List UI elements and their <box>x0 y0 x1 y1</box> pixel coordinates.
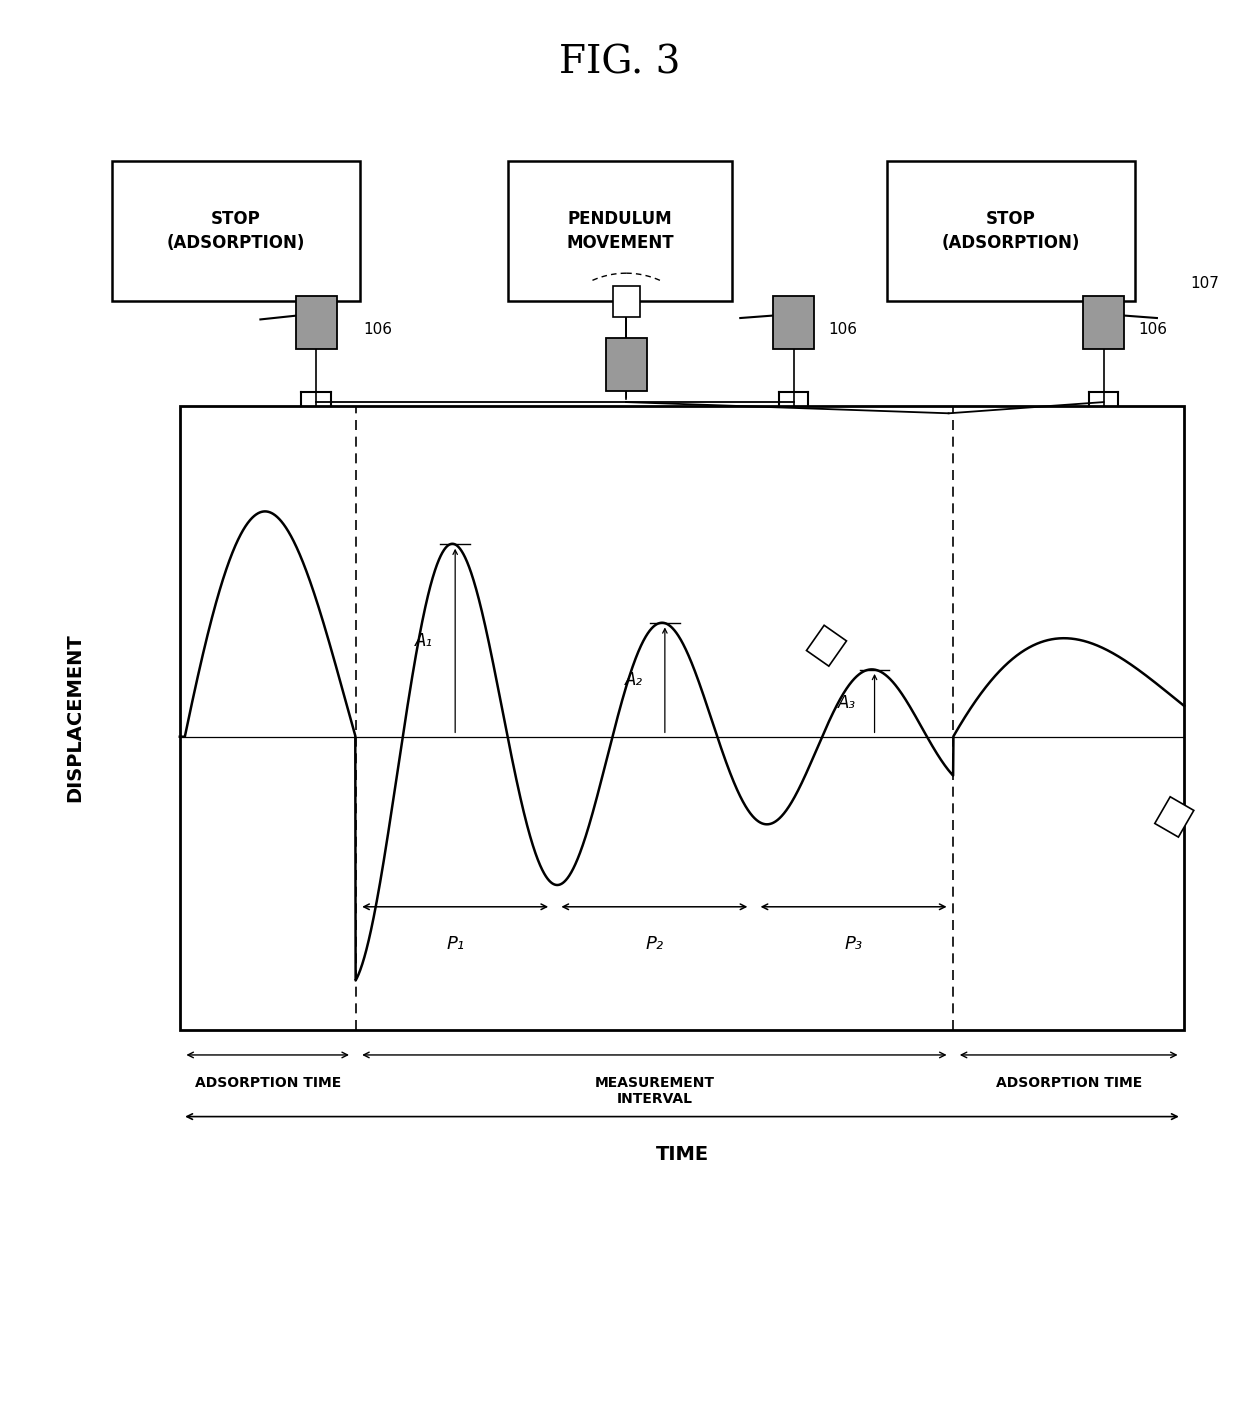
Text: FIG. 3: FIG. 3 <box>559 45 681 81</box>
Bar <box>806 625 847 665</box>
Text: A₃: A₃ <box>838 693 856 712</box>
Text: STOP
(ADSORPTION): STOP (ADSORPTION) <box>166 210 305 252</box>
Text: 106: 106 <box>828 322 857 336</box>
Text: P₂: P₂ <box>645 934 663 953</box>
Bar <box>1084 296 1125 349</box>
Text: TIME: TIME <box>656 1145 708 1164</box>
Text: 107: 107 <box>1190 276 1219 290</box>
Text: MEASUREMENT
INTERVAL: MEASUREMENT INTERVAL <box>594 1076 714 1107</box>
Text: STOP
(ADSORPTION): STOP (ADSORPTION) <box>941 210 1080 252</box>
Bar <box>1154 797 1194 836</box>
Bar <box>887 161 1135 301</box>
Text: 106: 106 <box>363 322 392 336</box>
Text: ADSORPTION TIME: ADSORPTION TIME <box>996 1076 1142 1090</box>
Text: 107: 107 <box>542 283 570 297</box>
Bar <box>112 161 360 301</box>
Text: P₁: P₁ <box>446 934 464 953</box>
Text: 106: 106 <box>1138 322 1167 336</box>
Bar <box>296 296 336 349</box>
Bar <box>613 286 640 317</box>
Text: A₁: A₁ <box>415 632 433 650</box>
Bar <box>180 406 1184 1030</box>
Text: 107: 107 <box>169 280 197 294</box>
Text: P₃: P₃ <box>844 934 863 953</box>
Text: DISPLACEMENT: DISPLACEMENT <box>64 633 84 803</box>
Text: 107: 107 <box>662 280 691 294</box>
Text: ADSORPTION TIME: ADSORPTION TIME <box>195 1076 341 1090</box>
Bar <box>508 161 732 301</box>
Bar <box>774 296 815 349</box>
Text: PENDULUM
MOVEMENT: PENDULUM MOVEMENT <box>567 210 673 252</box>
Bar <box>605 338 647 391</box>
Text: A₂: A₂ <box>625 671 642 689</box>
